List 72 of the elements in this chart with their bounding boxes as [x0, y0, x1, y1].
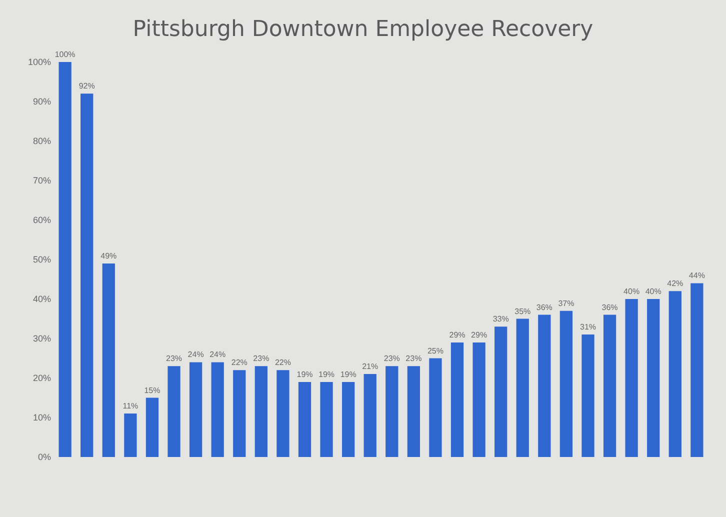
y-tick-label: 20%	[32, 373, 51, 384]
data-label: 36%	[536, 302, 552, 312]
bar	[582, 334, 594, 457]
bar	[625, 299, 638, 457]
data-label: 36%	[602, 302, 618, 312]
bar	[320, 382, 333, 457]
y-tick-label: 50%	[32, 254, 51, 265]
data-label: 19%	[340, 370, 356, 379]
data-label: 31%	[580, 322, 596, 332]
data-label: 33%	[492, 314, 509, 324]
bar	[233, 370, 246, 457]
bar	[80, 94, 94, 457]
bar	[560, 310, 573, 457]
bar	[102, 263, 115, 457]
bar	[386, 366, 398, 457]
bar	[472, 342, 486, 457]
data-label: 11%	[122, 402, 138, 411]
bar	[364, 374, 376, 457]
data-label: 100%	[54, 50, 76, 59]
bar	[429, 358, 442, 457]
data-label: 29%	[449, 330, 466, 340]
y-tick-label: 80%	[32, 136, 51, 146]
y-tick-label: 60%	[32, 215, 51, 226]
bar	[407, 366, 420, 457]
bar	[494, 326, 508, 457]
data-label: 23%	[384, 354, 400, 364]
bar	[668, 291, 682, 457]
data-label: 24%	[210, 350, 226, 360]
data-label: 22%	[274, 358, 291, 368]
bar	[146, 398, 159, 457]
data-label: 23%	[166, 354, 182, 364]
bar	[298, 382, 312, 457]
bar	[58, 62, 72, 457]
y-tick-label: 0%	[38, 452, 51, 462]
y-tick-label: 10%	[32, 412, 51, 423]
data-label: 24%	[188, 350, 204, 360]
y-tick-label: 40%	[32, 294, 51, 304]
y-tick-label: 90%	[32, 96, 51, 107]
data-label: 40%	[624, 287, 640, 296]
data-label: 40%	[645, 287, 662, 296]
data-label: 19%	[296, 370, 313, 379]
data-label: 22%	[231, 358, 248, 368]
bar	[450, 342, 464, 457]
data-label: 21%	[362, 362, 378, 372]
data-label: 19%	[318, 370, 335, 379]
bar	[516, 318, 529, 457]
y-tick-label: 30%	[32, 334, 51, 344]
data-label: 29%	[471, 330, 488, 340]
data-label: 35%	[514, 306, 531, 316]
data-label: 92%	[78, 82, 95, 91]
bar	[189, 362, 202, 457]
chart-title: Pittsburgh Downtown Employee Recovery	[132, 17, 594, 42]
bar	[603, 314, 616, 457]
data-label: 15%	[144, 386, 160, 395]
bar	[538, 314, 551, 457]
bar	[211, 362, 224, 457]
bar	[254, 366, 268, 457]
bar	[690, 283, 704, 457]
bar	[168, 366, 180, 457]
data-label: 49%	[100, 251, 117, 260]
bar	[647, 299, 660, 457]
data-label: 25%	[427, 346, 444, 356]
y-tick-label: 70%	[32, 176, 51, 186]
y-tick-label: 100%	[28, 57, 51, 68]
data-label: 44%	[688, 271, 705, 280]
data-label: 37%	[558, 298, 574, 308]
data-label: 23%	[253, 354, 270, 364]
bar	[276, 370, 290, 457]
bar	[124, 414, 137, 457]
data-label: 23%	[406, 354, 422, 364]
data-label: 42%	[667, 279, 684, 288]
bar	[342, 382, 355, 457]
